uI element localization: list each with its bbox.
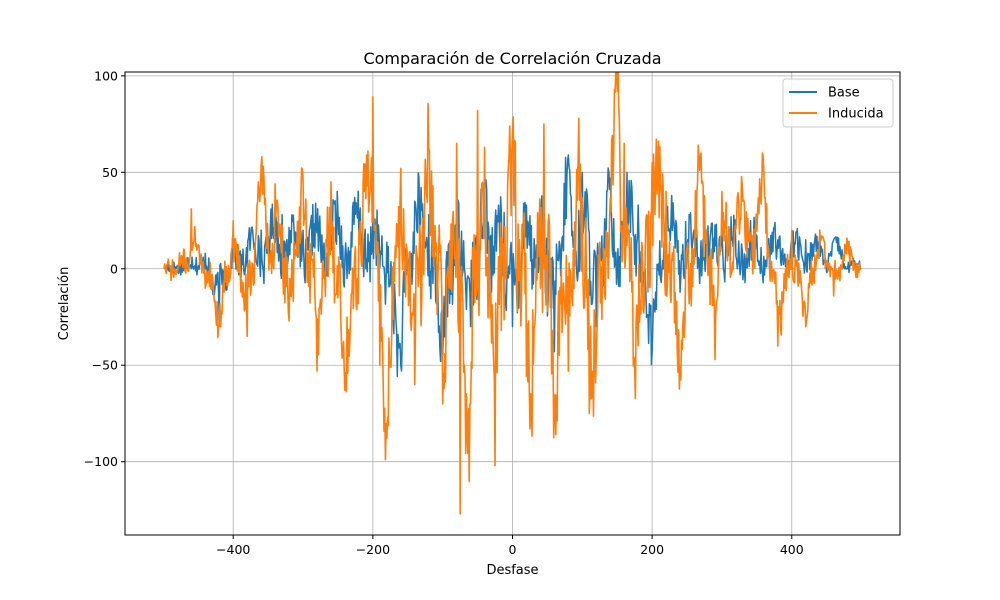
y-tick-label: −100 (84, 454, 118, 469)
series-line-inducida (163, 72, 862, 515)
y-tick-label: 0 (110, 261, 118, 276)
x-tick-label: −200 (356, 542, 390, 557)
x-axis-label: Desfase (486, 563, 538, 578)
x-tick-label: 400 (780, 542, 804, 557)
series-line-base (163, 154, 862, 378)
x-tick-label: 200 (640, 542, 664, 557)
legend-label-inducida: Inducida (828, 107, 884, 122)
y-axis-label: Correlación (57, 267, 72, 341)
legend: Base Inducida (782, 78, 894, 128)
x-tick-label: −400 (216, 542, 250, 557)
axis-ticks: −400 −200 0 200 400 −100 −50 0 50 100 (84, 68, 804, 557)
y-tick-label: 50 (102, 165, 118, 180)
chart-title: Comparación de Correlación Cruzada (363, 49, 661, 68)
y-tick-label: −50 (92, 358, 118, 373)
legend-label-base: Base (828, 86, 860, 101)
y-tick-label: 100 (94, 68, 118, 83)
plot-series (163, 72, 862, 515)
x-tick-label: 0 (509, 542, 517, 557)
